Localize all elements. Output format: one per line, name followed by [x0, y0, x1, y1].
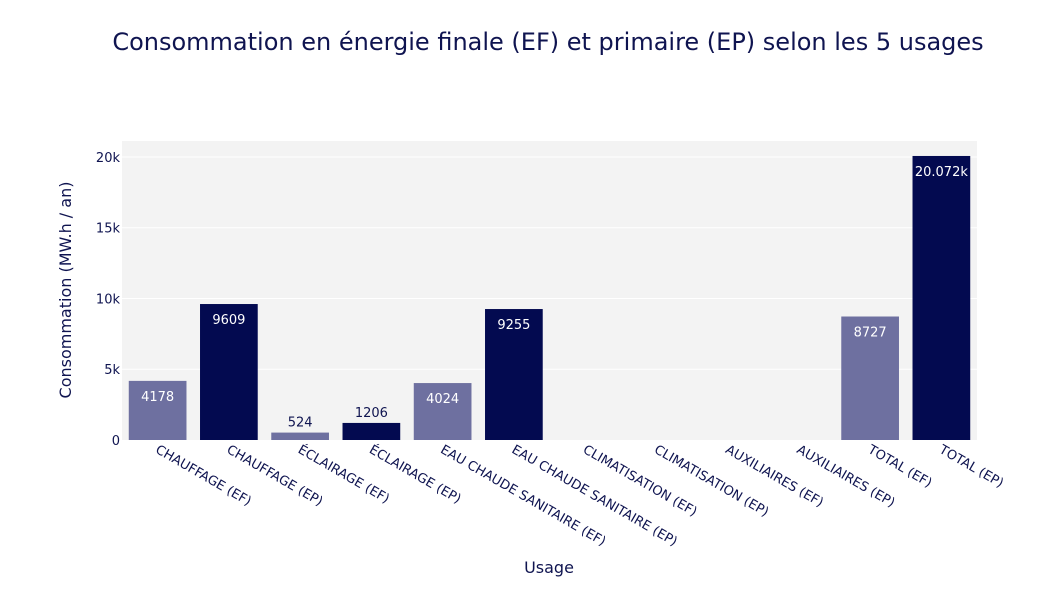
bar[interactable]	[200, 304, 258, 440]
data-label: 524	[288, 416, 313, 431]
data-label: 8727	[854, 326, 887, 341]
bar[interactable]	[342, 422, 401, 440]
bar[interactable]	[271, 432, 329, 440]
bar[interactable]	[128, 380, 187, 440]
x-tick-label: TOTAL (EF)	[864, 442, 934, 491]
y-axis-title: Consommation (MW.h / an)	[56, 182, 75, 399]
data-label: 1206	[355, 406, 388, 421]
bar[interactable]	[485, 309, 543, 440]
bar[interactable]	[413, 383, 472, 440]
y-tick-label: 10k	[96, 292, 121, 307]
y-tick-label: 20k	[96, 151, 121, 166]
data-label: 4178	[141, 390, 174, 405]
data-label: 4024	[426, 392, 459, 407]
bars: 4178 9609 524 1206 4024 9255 8727 20.072k	[128, 155, 971, 440]
y-tick-label: 15k	[96, 222, 121, 237]
y-tick-label: 5k	[104, 363, 120, 378]
y-axis-ticks: 0 5k 10k 15k 20k	[96, 151, 121, 449]
data-label: 20.072k	[915, 165, 968, 180]
bar[interactable]	[912, 155, 971, 440]
x-axis-ticks: CHAUFFAGE (EF)CHAUFFAGE (EP)ÉCLAIRAGE (E…	[153, 442, 1006, 550]
bar[interactable]	[841, 316, 899, 440]
x-tick-label: TOTAL (EP)	[936, 442, 1006, 491]
plot-background	[122, 141, 977, 440]
chart-title: Consommation en énergie finale (EF) et p…	[112, 28, 983, 56]
data-label: 9255	[497, 318, 530, 333]
x-tick-label: CLIMATISATION (EF)	[580, 442, 699, 520]
data-label: 9609	[212, 313, 245, 328]
y-tick-label: 0	[112, 434, 120, 449]
x-axis-title: Usage	[524, 558, 574, 577]
x-tick-label: CLIMATISATION (EP)	[651, 442, 771, 520]
gridlines	[122, 156, 977, 370]
